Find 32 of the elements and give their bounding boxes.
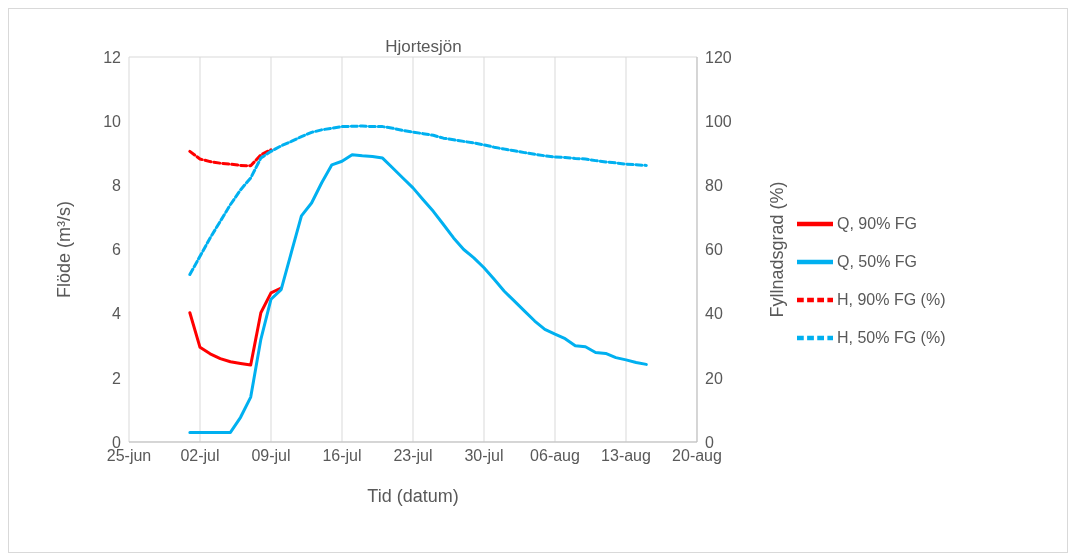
y-axis-title: Flöde (m³/s) [54, 200, 75, 299]
line-series [188, 148, 273, 168]
y-tick-label: 12 [103, 48, 122, 66]
x-tick-label: 25-jun [106, 447, 152, 465]
x-tick-label: 16-jul [322, 447, 362, 465]
y-tick-label: 10 [103, 112, 122, 130]
line-series [188, 286, 283, 367]
x-tick-label: 13-aug [601, 447, 651, 465]
x-tick-label: 09-jul [251, 447, 291, 465]
legend-label: Q, 50% FG [837, 252, 918, 270]
y2-tick-label: 80 [705, 177, 723, 195]
x-tick-label: 06-aug [530, 447, 580, 465]
chart-title: Hjortesjön [385, 37, 462, 56]
legend-label: Q, 90% FG [837, 214, 918, 232]
x-tick-label: 02-jul [180, 447, 220, 465]
y2-axis-title: Fyllnadsgrad (%) [767, 181, 788, 318]
line-series [188, 153, 648, 434]
x-axis-title: Tid (datum) [367, 486, 459, 506]
legend-label: H, 90% FG (%) [837, 290, 946, 308]
y2-tick-label: 20 [705, 369, 723, 387]
x-tick-label: 23-jul [393, 447, 433, 465]
y2-tick-label: 40 [705, 305, 723, 323]
y2-tick-label: 100 [705, 112, 732, 130]
y-tick-label: 8 [112, 177, 122, 195]
y-tick-label: 4 [112, 305, 122, 323]
y2-tick-label: 120 [705, 48, 732, 66]
x-tick-label: 30-jul [464, 447, 504, 465]
line-series [188, 124, 648, 277]
y2-tick-label: 60 [705, 241, 723, 259]
y-tick-label: 2 [112, 369, 122, 387]
legend-label: H, 50% FG (%) [837, 328, 946, 346]
y-tick-label: 6 [112, 241, 122, 259]
